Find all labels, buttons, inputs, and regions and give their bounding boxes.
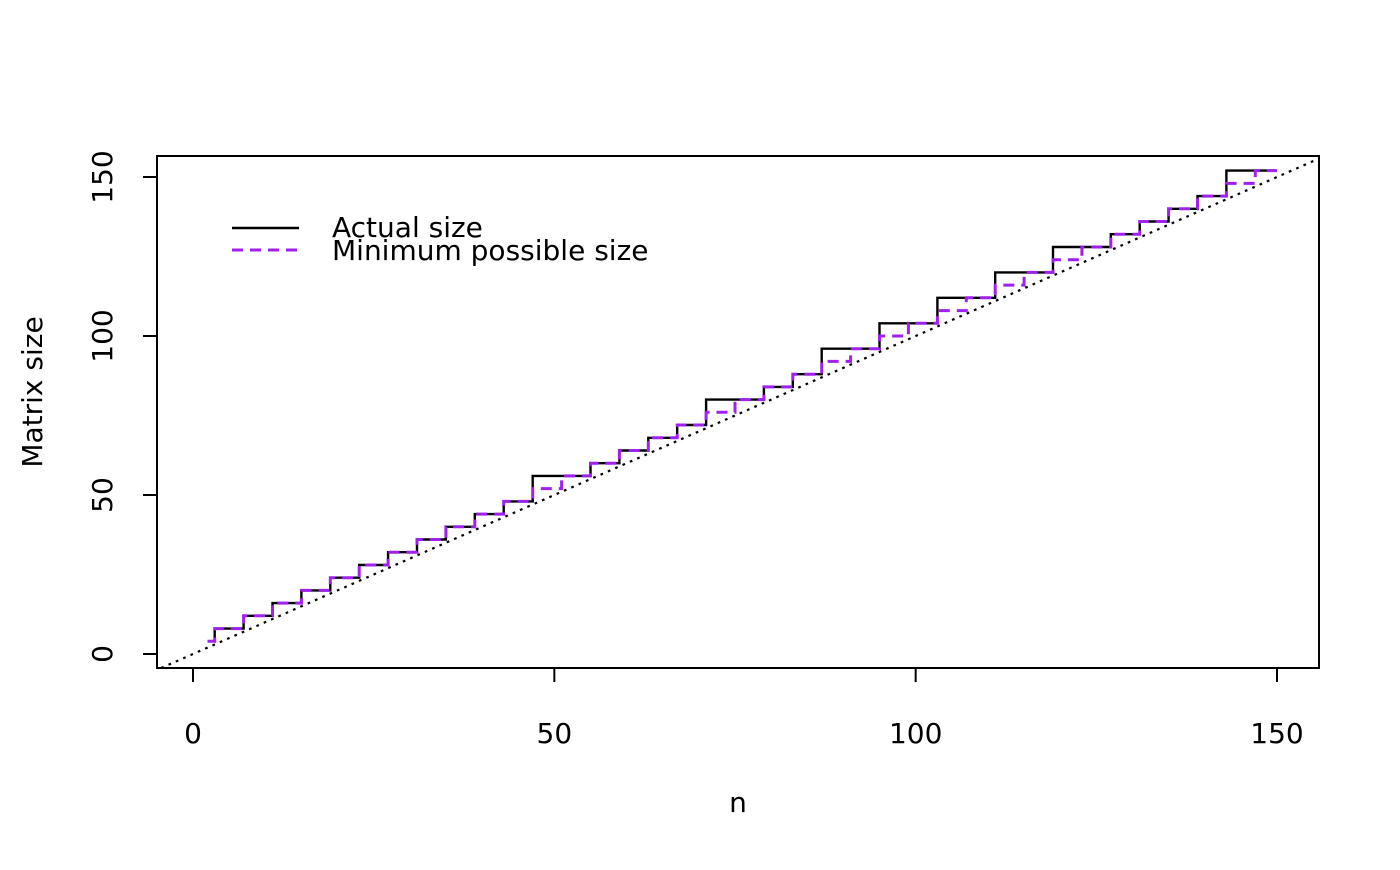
- x-tick-label: 50: [537, 717, 573, 750]
- legend-label-minimum-possible-size: Minimum possible size: [332, 234, 649, 267]
- legend: Actual size Minimum possible size: [232, 211, 649, 267]
- y-axis-title: Matrix size: [16, 316, 49, 467]
- x-axis-title: n: [729, 786, 747, 819]
- y-tick-label: 100: [86, 309, 119, 362]
- y-axis: 0 50 100 150: [86, 150, 157, 663]
- legend-label-actual-size: Actual size: [332, 211, 483, 244]
- x-tick-label: 0: [184, 717, 202, 750]
- plot-box: [156, 155, 1320, 669]
- x-tick-label: 150: [1250, 717, 1303, 750]
- minimum-possible-size-step-line: [207, 169, 1277, 643]
- x-tick-label: 100: [889, 717, 942, 750]
- y-tick-label: 0: [86, 645, 119, 663]
- x-axis: 0 50 100 150: [184, 668, 1304, 750]
- identity-reference-line: [160, 157, 1320, 670]
- y-tick-label: 50: [86, 477, 119, 513]
- y-tick-label: 150: [86, 150, 119, 203]
